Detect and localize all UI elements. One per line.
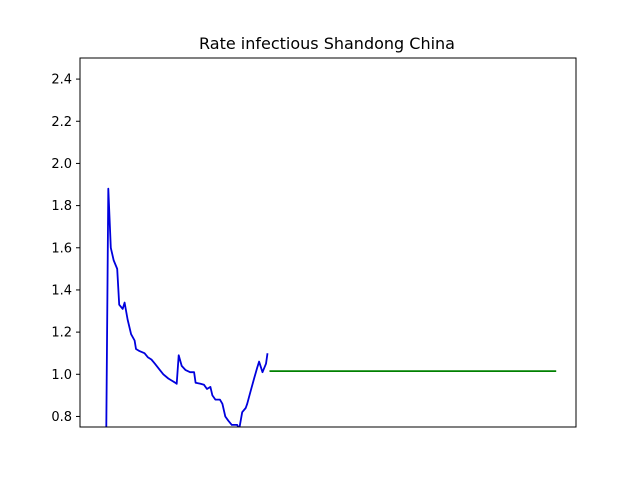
y-tick-label: 0.8 xyxy=(51,410,72,425)
y-tick-label: 2.0 xyxy=(51,157,72,172)
plot-area xyxy=(105,187,557,427)
y-tick-label: 1.0 xyxy=(51,368,72,383)
y-tick-label: 2.2 xyxy=(51,115,72,130)
y-tick-label: 2.4 xyxy=(51,73,72,88)
y-tick-label: 1.4 xyxy=(51,283,72,298)
chart-title: Rate infectious Shandong China xyxy=(199,34,455,53)
axes-frame xyxy=(79,57,577,428)
y-axis: 0.8 1.0 1.2 1.4 1.6 1.8 2.0 2.2 2.4 xyxy=(51,73,80,425)
y-tick-label: 1.8 xyxy=(51,199,72,214)
series-line-1 xyxy=(105,187,269,427)
y-tick-label: 1.2 xyxy=(51,326,72,341)
y-tick-label: 1.6 xyxy=(51,241,72,256)
